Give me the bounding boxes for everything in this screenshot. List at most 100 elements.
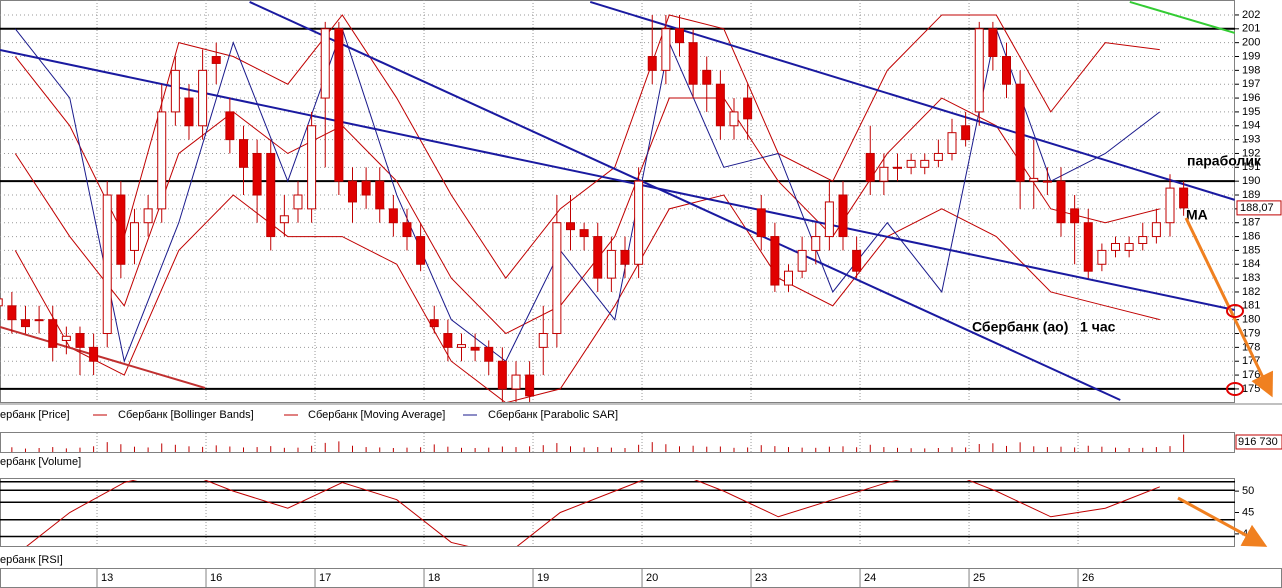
candle-body (347, 180, 357, 203)
candle-body (0, 298, 3, 307)
y-tick-label: 183 (1242, 272, 1260, 284)
candle-body (852, 249, 862, 272)
candle-body (961, 125, 971, 141)
candle-body (307, 125, 317, 210)
candle-body (947, 132, 957, 154)
candle-body (606, 249, 616, 279)
candle-body (1042, 180, 1052, 183)
panel-title: ербанк [RSI] (0, 554, 63, 566)
candle-body (361, 180, 371, 196)
y-tick-label: 181 (1242, 300, 1260, 312)
candle-body (225, 111, 235, 141)
candle-body (484, 346, 494, 362)
volume-frame (0, 432, 1235, 453)
candle-body (538, 333, 548, 348)
x-tick-label: 25 (973, 572, 985, 584)
y-tick-label: 190 (1242, 175, 1260, 187)
candle-body (579, 229, 589, 238)
candle-body (797, 249, 807, 272)
candle-body (184, 97, 194, 127)
candle-body (1015, 83, 1025, 182)
candle-body (511, 374, 521, 390)
candle-body (988, 28, 998, 58)
y-tick-label: 197 (1242, 78, 1260, 90)
candle-body (634, 180, 644, 265)
candle-body (1165, 187, 1175, 224)
annotation: параболик (1187, 153, 1262, 169)
trend-line (589, 0, 1235, 201)
indicators (0, 0, 1235, 402)
trend-line (249, 1, 1121, 401)
candle-body (1056, 180, 1066, 224)
candle-body (1179, 187, 1189, 209)
candle-body (157, 111, 167, 210)
candle-body (75, 333, 85, 348)
candle-body (1029, 177, 1039, 182)
trend-line (0, 326, 206, 389)
candle-body (198, 69, 208, 127)
trend-line (1129, 0, 1235, 34)
candle-body (906, 159, 916, 168)
candle-body (743, 97, 753, 120)
y-tick-label: 179 (1242, 327, 1260, 339)
candle-body (497, 360, 507, 390)
candle-body (702, 69, 712, 85)
y-tick-label: 184 (1242, 258, 1260, 270)
x-tick-label: 18 (428, 572, 440, 584)
candle-body (879, 166, 889, 182)
y-tick-label: 202 (1242, 9, 1260, 21)
annotation: Сбербанк (ао) 1 час (972, 319, 1116, 335)
candle-body (211, 56, 221, 64)
candle-body (252, 152, 262, 196)
y-tick-label: 180 (1242, 314, 1260, 326)
x-tick-label: 19 (537, 572, 549, 584)
volume-tag (1235, 434, 1282, 450)
candle-body (48, 319, 58, 348)
panel-title: ербанк [Volume] (0, 456, 81, 468)
x-tick-label: 23 (755, 572, 767, 584)
legend-entry: Сбербанк [Moving Average] (308, 409, 445, 421)
rsi-plot (0, 480, 1235, 546)
candle-body (620, 249, 630, 265)
candle-body (429, 319, 439, 328)
candle-body (756, 208, 766, 238)
candle-body (770, 236, 780, 286)
candle-body (279, 215, 289, 224)
y-tick-label: 196 (1242, 92, 1260, 104)
candle-body (688, 42, 698, 85)
x-tick-label: 16 (210, 572, 222, 584)
candle-body (661, 28, 671, 71)
rsi-line (26, 480, 1160, 546)
candle-body (1111, 242, 1121, 251)
candle-body (525, 374, 535, 397)
candle-body (783, 270, 793, 286)
y-tick-label: 176 (1242, 369, 1260, 381)
legend-entry: ербанк [Price] (0, 409, 70, 421)
candle-body (375, 180, 385, 210)
legend-entry: Сбербанк [Bollinger Bands] (118, 409, 254, 421)
volume-tag-label: 916 730 (1238, 436, 1278, 448)
candle-body (552, 222, 562, 335)
candle-body (647, 56, 657, 71)
indicator-line (14, 194, 1160, 402)
x-tick-label: 13 (101, 572, 113, 584)
candle-body (116, 194, 126, 265)
candle-body (729, 111, 739, 127)
y-tick-label: 199 (1242, 50, 1260, 62)
candle-body (293, 194, 303, 210)
x-tick-label: 17 (319, 572, 331, 584)
candles (0, 14, 1189, 402)
candle-body (1151, 222, 1161, 238)
indicator-line (14, 14, 1160, 279)
x-tick-label: 24 (864, 572, 876, 584)
candle-body (20, 319, 30, 328)
y-tick-label: 182 (1242, 286, 1260, 298)
candle-body (933, 152, 943, 161)
y-tick-label: 189 (1242, 189, 1260, 201)
candle-body (893, 166, 903, 169)
arrow (1184, 217, 1273, 398)
y-tick-label: 185 (1242, 244, 1260, 256)
